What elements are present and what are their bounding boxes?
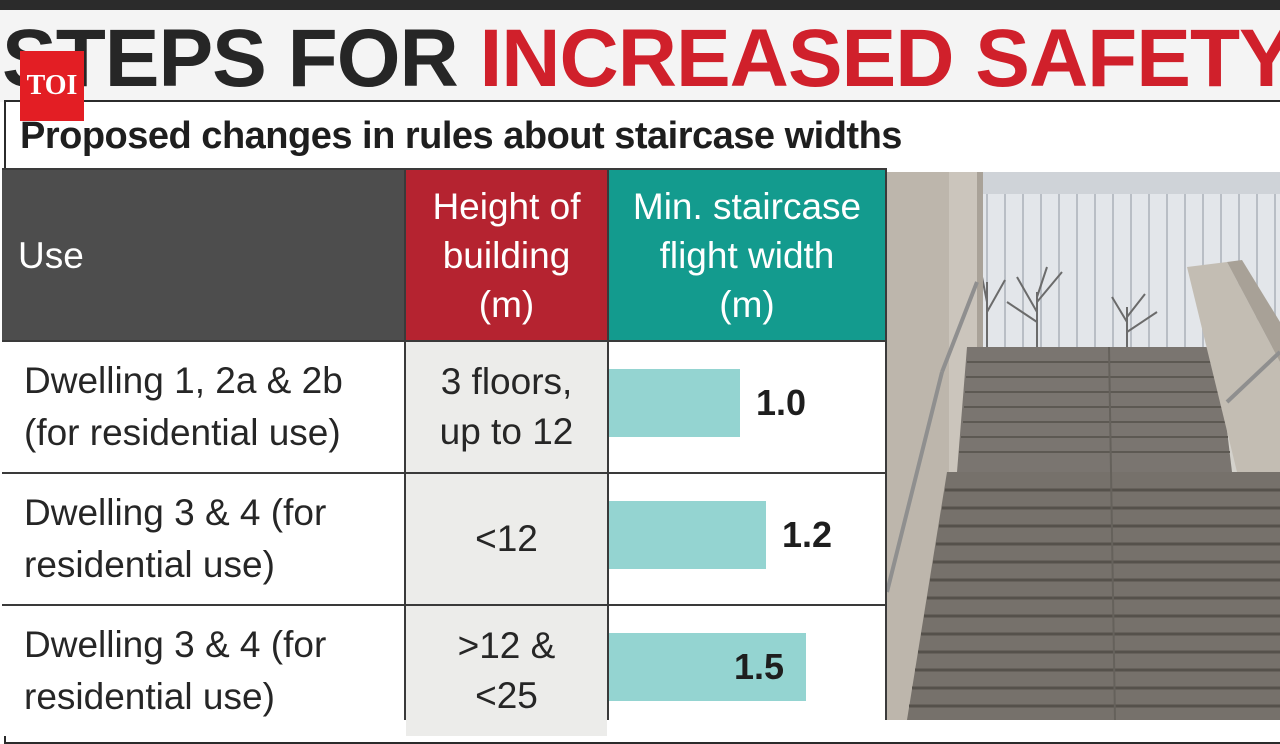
row-2-height: <12: [406, 474, 607, 604]
column-header-width-line: (m): [719, 283, 775, 325]
row-1-height-line: 3 floors,: [440, 361, 573, 402]
row-2-height-line: <12: [475, 518, 538, 559]
row-divider: [2, 472, 887, 474]
row-3-use-line: Dwelling 3 & 4 (for: [24, 624, 327, 665]
column-header-height-line: Height of: [432, 185, 581, 227]
column-divider: [607, 170, 609, 720]
column-header-use-line: Use: [18, 234, 84, 276]
row-3-height-line: >12 &: [457, 625, 556, 666]
width-bar: [609, 633, 806, 701]
column-header-use: Use: [2, 170, 404, 340]
column-header-height: Height of building (m): [406, 170, 607, 340]
row-3-height: >12 & <25: [406, 606, 607, 736]
row-3-use: Dwelling 3 & 4 (for residential use): [2, 606, 404, 736]
column-header-height-line: (m): [478, 283, 535, 325]
width-bar: [609, 369, 740, 437]
row-1-height-line: up to 12: [439, 411, 574, 452]
headline-part-red: INCREASED SAFETY: [479, 13, 1280, 102]
row-1-use-line: (for residential use): [24, 412, 341, 453]
row-2-use-line: residential use): [24, 544, 275, 585]
row-1-use-line: Dwelling 1, 2a & 2b: [24, 360, 343, 401]
row-3-height-line: <25: [475, 675, 538, 716]
column-header-height-line: building: [442, 234, 571, 276]
headline-banner: STEPS FOR INCREASED SAFETY: [0, 10, 1280, 102]
column-header-width-line: flight width: [659, 234, 835, 276]
row-2-use: Dwelling 3 & 4 (for residential use): [2, 474, 404, 604]
column-divider: [404, 170, 406, 720]
row-1-height: 3 floors, up to 12: [406, 342, 607, 472]
row-2-use-line: Dwelling 3 & 4 (for: [24, 492, 327, 533]
width-value-label: 1.0: [756, 382, 807, 423]
row-divider: [2, 340, 887, 342]
row-1-use: Dwelling 1, 2a & 2b (for residential use…: [2, 342, 404, 472]
width-bar: [609, 501, 766, 569]
headline-title: STEPS FOR INCREASED SAFETY: [2, 18, 1280, 100]
column-header-width: Min. staircase flight width (m): [609, 170, 885, 340]
row-divider: [2, 604, 887, 606]
column-divider: [885, 170, 887, 720]
top-rule: [0, 0, 1280, 12]
column-header-width-line: Min. staircase: [632, 185, 862, 227]
staircase-photo: [887, 172, 1280, 720]
row-3-use-line: residential use): [24, 676, 275, 717]
row-divider: [2, 168, 887, 170]
toi-logo: TOI: [20, 51, 84, 121]
chart-subtitle: Proposed changes in rules about staircas…: [20, 115, 902, 157]
width-value-label: 1.5: [734, 646, 785, 687]
width-value-label: 1.2: [782, 514, 833, 555]
